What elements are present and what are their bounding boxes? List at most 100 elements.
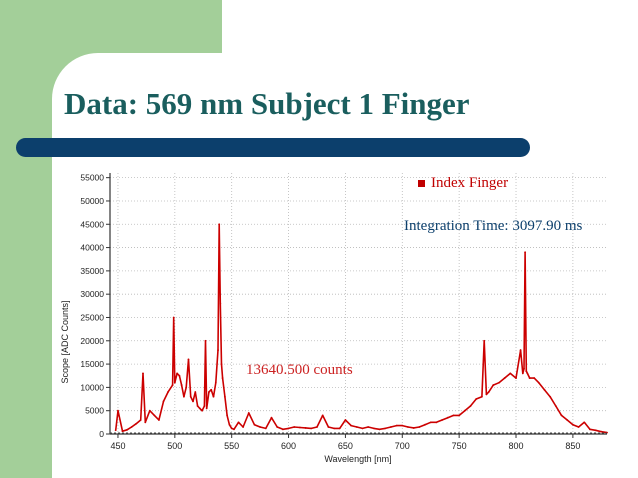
data-point [148, 409, 151, 412]
data-point [600, 430, 603, 433]
data-point [162, 400, 165, 403]
data-point [469, 405, 472, 407]
data-point [492, 384, 495, 386]
data-point [390, 426, 392, 428]
data-point [242, 426, 244, 428]
data-point [144, 421, 147, 424]
data-point [259, 426, 262, 428]
data-point [176, 372, 179, 375]
x-tick-label: 500 [167, 441, 182, 451]
data-point [560, 414, 563, 417]
data-point [135, 422, 138, 425]
data-point [223, 395, 226, 398]
data-point [525, 370, 528, 372]
data-point [121, 430, 124, 433]
x-tick-label: 550 [224, 441, 239, 451]
y-tick-label: 45000 [80, 219, 104, 229]
data-point [452, 414, 455, 417]
data-point [194, 391, 197, 393]
data-point [521, 372, 524, 375]
data-point [350, 424, 353, 427]
data-point [214, 381, 217, 384]
x-tick-label: 450 [110, 441, 125, 451]
data-point [114, 429, 117, 432]
data-point [299, 426, 301, 429]
data-point [247, 412, 250, 414]
y-tick-label: 25000 [80, 312, 104, 322]
data-point [435, 421, 438, 424]
data-point [367, 426, 370, 428]
data-point [126, 428, 128, 431]
y-axis-label: Scope [ADC Counts] [60, 300, 70, 383]
data-point [287, 427, 290, 430]
data-point [523, 367, 525, 370]
y-tick-label: 35000 [80, 266, 104, 276]
data-point [180, 384, 183, 386]
data-point [372, 427, 375, 430]
data-point [153, 414, 156, 417]
data-point [253, 423, 256, 426]
data-point [515, 377, 517, 379]
data-point [571, 423, 574, 426]
data-point [198, 407, 201, 410]
data-point [204, 339, 207, 342]
data-point [533, 377, 536, 379]
data-point [130, 426, 133, 428]
data-point [519, 349, 522, 352]
series-layer [114, 223, 608, 434]
data-point [344, 419, 347, 421]
y-tick-label: 15000 [80, 359, 104, 369]
legend-label: Index Finger [431, 175, 509, 191]
data-point [321, 414, 324, 417]
data-point [185, 386, 188, 389]
data-point [208, 391, 210, 393]
data-point [201, 409, 204, 412]
data-point [205, 407, 208, 410]
data-point [219, 302, 222, 305]
data-point [221, 377, 224, 379]
data-point [172, 316, 175, 319]
content-panel [52, 53, 638, 478]
data-point [187, 358, 190, 361]
data-point [480, 395, 483, 398]
data-point [183, 395, 185, 398]
data-point [594, 429, 597, 432]
data-point [526, 372, 529, 375]
data-point [264, 427, 267, 430]
data-point [483, 339, 486, 342]
data-point [583, 421, 586, 424]
data-point [543, 388, 546, 391]
data-point [412, 427, 415, 429]
data-point [327, 426, 330, 428]
data-point [276, 426, 279, 428]
data-point [395, 424, 398, 427]
data-point [401, 424, 404, 427]
data-point [333, 427, 335, 430]
data-point [167, 391, 169, 393]
x-tick-label: 800 [509, 441, 524, 451]
data-point [158, 419, 160, 421]
data-point [220, 363, 223, 365]
data-point [237, 421, 240, 424]
counts-annotation: 13640.500 counts [246, 362, 353, 378]
data-point [178, 374, 181, 377]
legend-swatch [418, 180, 425, 188]
title-underline-bar [16, 138, 530, 157]
data-point [524, 251, 527, 254]
data-point [270, 416, 273, 419]
data-point [418, 426, 421, 428]
series-line-0 [114, 223, 608, 434]
y-tick-label: 0 [99, 429, 104, 439]
y-tick-label: 10000 [80, 382, 104, 392]
data-point [537, 381, 540, 384]
data-point [210, 388, 213, 391]
data-point [566, 419, 569, 421]
data-point [203, 405, 206, 407]
data-point [554, 405, 557, 407]
data-point [429, 421, 432, 424]
data-point [212, 395, 215, 398]
x-tick-label: 700 [395, 441, 410, 451]
y-tick-label: 30000 [80, 289, 104, 299]
spectrum-chart: 0 5000 10000 15000 20000 25000 30000 35000 40000… [60, 173, 608, 464]
y-tick-label: 50000 [80, 196, 104, 206]
